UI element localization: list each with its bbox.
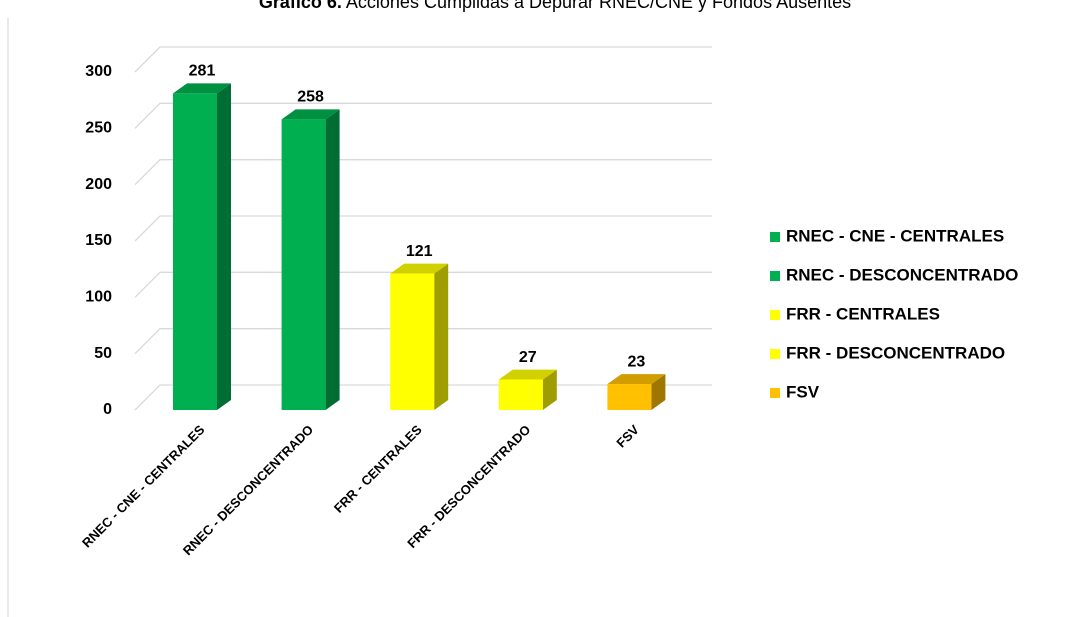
bar-top: [390, 263, 449, 274]
title-label: Gráfico 6.: [259, 0, 342, 12]
value-label: 27: [519, 349, 537, 366]
legend-swatch: [770, 232, 780, 242]
value-label: 258: [297, 89, 324, 106]
chart-title: Gráfico 6. Acciones Cumplidas a Depurar …: [259, 0, 851, 12]
legend-label: FSV: [786, 382, 820, 401]
y-tick-label: 0: [103, 401, 112, 418]
legend-swatch: [770, 310, 780, 320]
bar-top: [607, 374, 666, 385]
y-tick-label: 50: [94, 345, 112, 362]
bar-front: [498, 379, 543, 410]
grid-line: [134, 215, 712, 242]
bar-side: [434, 263, 449, 410]
bar-side: [325, 109, 340, 410]
value-label: 121: [406, 243, 433, 260]
bar-top: [498, 369, 557, 380]
bar: [607, 374, 666, 410]
bar-top: [173, 83, 231, 94]
bar-top: [281, 109, 340, 120]
x-tick-label: FRR - DESCONCENTRADO: [404, 422, 533, 551]
y-tick-label: 200: [85, 176, 112, 193]
bar: [281, 109, 340, 410]
bar-side: [651, 374, 666, 410]
grid-line: [134, 271, 712, 298]
title-text: Acciones Cumplidas a Depurar RNEC/CNE y …: [346, 0, 851, 12]
x-tick-label: FRR - CENTRALES: [331, 422, 425, 516]
x-tick-label: FSV: [613, 422, 642, 451]
y-tick-label: 150: [85, 232, 112, 249]
y-tick-label: 300: [85, 63, 112, 80]
y-tick-label: 100: [85, 289, 112, 306]
legend-label: FRR - CENTRALES: [786, 304, 940, 323]
bar: [498, 369, 557, 410]
grid-line: [134, 46, 712, 73]
x-tick-label: RNEC - DESCONCENTRADO: [180, 422, 316, 558]
legend-label: FRR - DESCONCENTRADO: [786, 343, 1005, 362]
legend-label: RNEC - CNE - CENTRALES: [786, 226, 1004, 245]
bar-side: [542, 369, 557, 410]
bar: [390, 263, 449, 410]
x-tick-label: RNEC - CNE - CENTRALES: [79, 422, 208, 551]
bar: [173, 83, 231, 410]
grid-line: [134, 159, 712, 186]
y-tick-label: 250: [85, 120, 112, 137]
bar-front: [607, 384, 652, 410]
grid-line: [134, 102, 712, 129]
value-label: 281: [189, 63, 216, 80]
bar-front: [390, 273, 435, 410]
legend-swatch: [770, 349, 780, 359]
legend-swatch: [770, 271, 780, 281]
bar-front: [173, 93, 217, 410]
value-label: 23: [628, 353, 646, 370]
legend-swatch: [770, 388, 780, 398]
legend-label: RNEC - DESCONCENTRADO: [786, 265, 1018, 284]
bar-side: [217, 83, 231, 410]
bar-front: [281, 119, 326, 410]
grid-line: [134, 328, 712, 355]
